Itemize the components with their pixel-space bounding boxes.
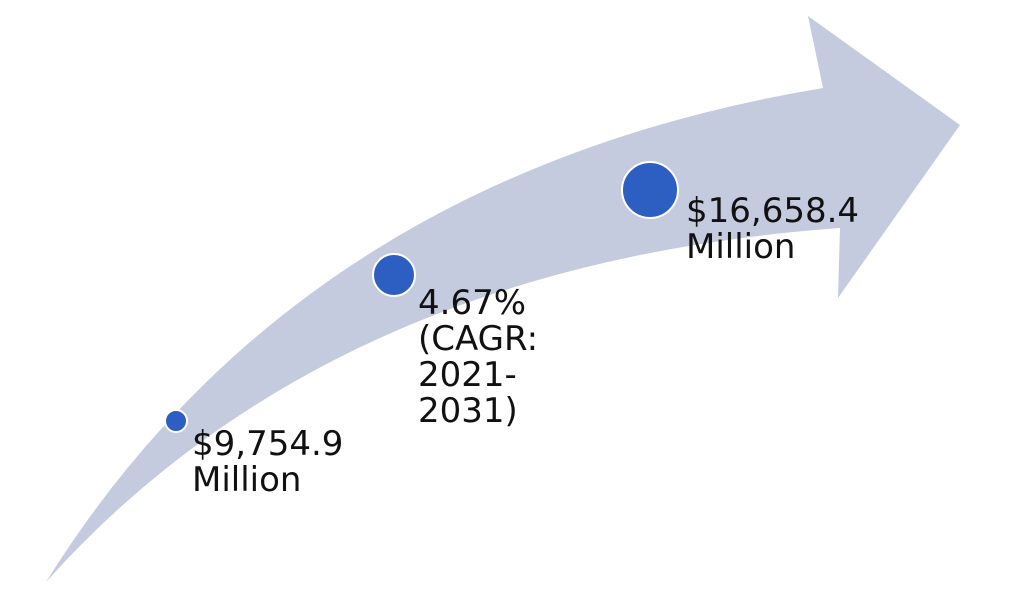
start-value-label: $9,754.9 Million <box>192 426 343 498</box>
cagr-period-start: 2021- <box>418 355 517 395</box>
start-value-amount: $9,754.9 <box>192 424 344 464</box>
cagr-marker <box>372 253 416 297</box>
cagr-rate: 4.67% <box>418 283 527 323</box>
start-marker <box>164 409 188 433</box>
end-value-label: $16,658.4 Million <box>686 193 859 265</box>
end-value-amount: $16,658.4 <box>686 191 860 231</box>
end-value-unit: Million <box>686 227 796 267</box>
cagr-label: 4.67% (CAGR: 2021- 2031) <box>418 285 538 429</box>
end-marker <box>621 161 679 219</box>
cagr-period-end: 2031) <box>418 391 518 431</box>
cagr-text: (CAGR: <box>418 319 539 359</box>
start-value-unit: Million <box>192 460 302 500</box>
curved-growth-arrow <box>46 16 960 582</box>
